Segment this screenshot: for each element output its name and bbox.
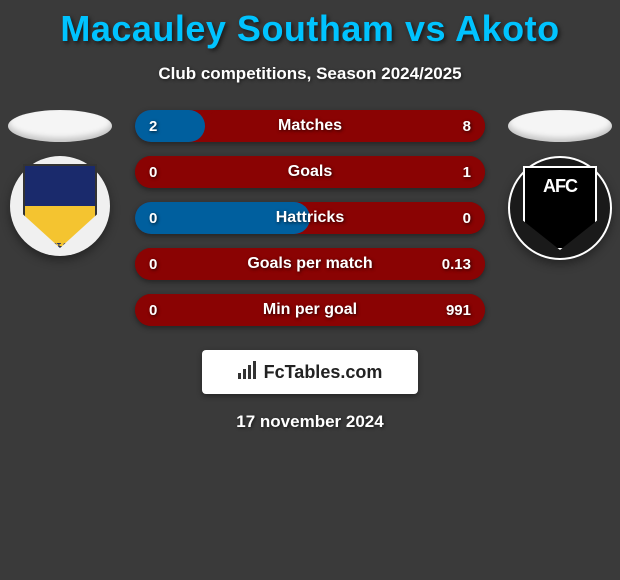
brand-text: FcTables.com: [264, 362, 383, 383]
bar-label: Goals: [288, 163, 332, 181]
club-crest-left-icon: [23, 164, 97, 248]
bar-left-value: 0: [149, 210, 157, 227]
brand-footer: FcTables.com: [202, 350, 418, 394]
bar-right-value: 0.13: [442, 256, 471, 273]
stat-bar: 2 Matches 8: [135, 110, 485, 142]
bar-right-value: 8: [463, 118, 471, 135]
country-flag-left: [8, 110, 112, 142]
bar-left-fill: [135, 110, 205, 142]
stat-bar: 0 Goals per match 0.13: [135, 248, 485, 280]
comparison-infographic: Macauley Southam vs Akoto Club competiti…: [0, 0, 620, 580]
player-left-badges: [8, 110, 112, 256]
stat-bar: 0 Goals 1: [135, 156, 485, 188]
bar-left-value: 0: [149, 302, 157, 319]
club-badge-right: AFC: [508, 156, 612, 260]
bar-left-value: 0: [149, 164, 157, 181]
bar-label: Goals per match: [247, 255, 372, 273]
stat-bar: 0 Min per goal 991: [135, 294, 485, 326]
bar-right-fill: [205, 110, 485, 142]
stat-bars: 2 Matches 8 0 Goals 1 0 Hattricks 0 0 Goals per ma…: [135, 110, 485, 326]
bar-right-value: 0: [463, 210, 471, 227]
stat-bar: 0 Hattricks 0: [135, 202, 485, 234]
main-area: AFC 2 Matches 8 0 Goals 1 0 Hattricks 0 0 Goals pe…: [0, 110, 620, 432]
country-flag-right: [508, 110, 612, 142]
subtitle: Club competitions, Season 2024/2025: [0, 64, 620, 84]
player-right-badges: AFC: [508, 110, 612, 260]
bar-label: Matches: [278, 117, 342, 135]
bar-right-value: 991: [446, 302, 471, 319]
bar-label: Hattricks: [276, 209, 344, 227]
bar-right-value: 1: [463, 164, 471, 181]
chart-icon: [238, 361, 258, 384]
club-badge-left: [10, 156, 110, 256]
date-text: 17 november 2024: [0, 412, 620, 432]
club-crest-right-icon: AFC: [523, 166, 597, 250]
bar-left-value: 2: [149, 118, 157, 135]
bar-label: Min per goal: [263, 301, 357, 319]
bar-left-value: 0: [149, 256, 157, 273]
page-title: Macauley Southam vs Akoto: [0, 0, 620, 50]
